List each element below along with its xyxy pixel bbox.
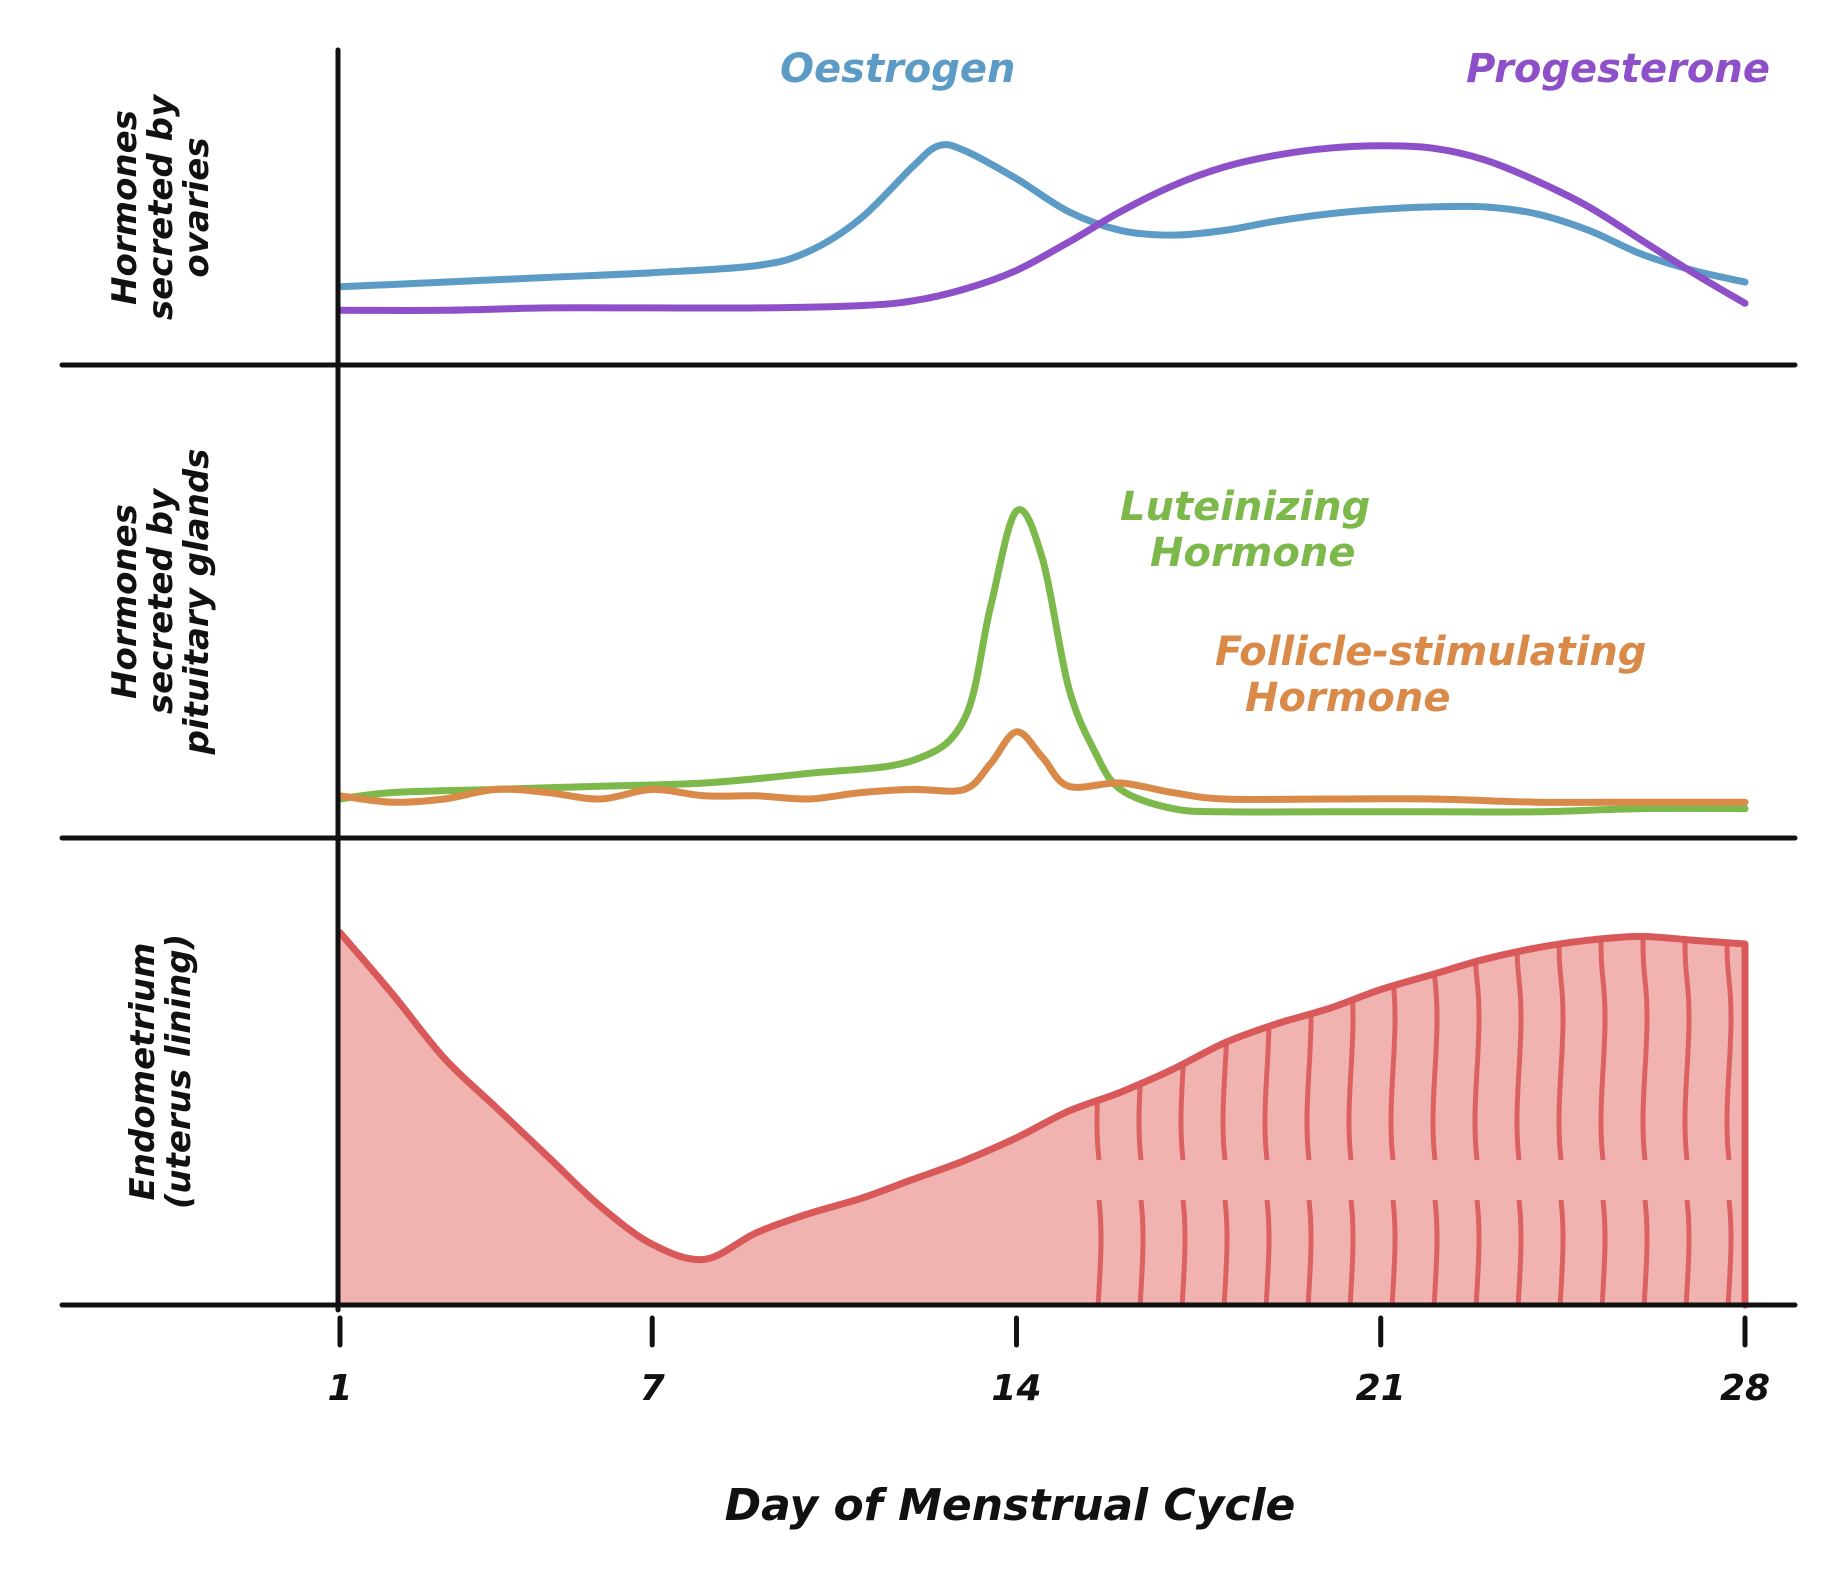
- x-tick-label: 14: [991, 1368, 1041, 1409]
- y-label-line: (uterus lining): [159, 934, 199, 1209]
- x-axis-label: Day of Menstrual Cycle: [725, 1480, 1296, 1531]
- y-label-line: Endometrium: [123, 943, 163, 1201]
- x-tick-label: 21: [1356, 1368, 1406, 1409]
- y-label-line: Hormones: [105, 504, 145, 699]
- series-label: Hormone: [1245, 675, 1450, 721]
- x-tick-label: 28: [1720, 1368, 1770, 1409]
- series-line-progesterone: [336, 142, 1749, 314]
- panel-3: Endometrium(uterus lining): [123, 929, 1749, 1309]
- series-label: Oestrogen: [780, 46, 1016, 92]
- series-line-oestrogen: [336, 141, 1749, 291]
- y-label-line: pituitary glands: [177, 449, 217, 756]
- series-label: Follicle-stimulating: [1215, 629, 1646, 675]
- series-line-follicle-stimulating-hormone: [336, 728, 1749, 806]
- series-label: Progesterone: [1466, 46, 1770, 92]
- x-axis: 1 7 14 21 28: [59, 47, 1798, 1409]
- series-line-luteinizing-hormone: [336, 506, 1749, 816]
- y-label-line: Hormones: [105, 110, 145, 305]
- x-tick-label: 7: [640, 1368, 665, 1409]
- panel-3-y-label: Endometrium(uterus lining): [123, 934, 199, 1209]
- endometrium-outline: [336, 929, 1749, 1309]
- y-label-line: secreted by: [141, 93, 181, 320]
- y-label-line: ovaries: [177, 137, 217, 277]
- series-label: Luteinizing: [1120, 484, 1370, 530]
- x-tick-label: 1: [327, 1368, 352, 1409]
- series-label: Hormone: [1150, 530, 1355, 576]
- y-label-line: secreted by: [141, 487, 181, 714]
